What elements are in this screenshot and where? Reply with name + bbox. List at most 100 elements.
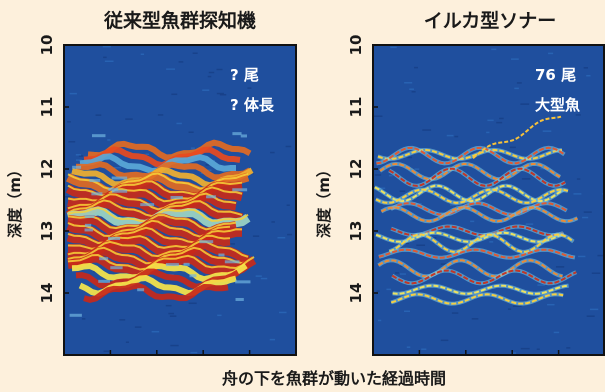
y-ticks-dolphin: 10 11 12 13 14 <box>347 35 378 303</box>
y-tick-label: 11 <box>38 97 56 118</box>
echo-highlight <box>67 226 243 244</box>
noise-speck <box>286 204 290 206</box>
noise-speck <box>591 272 601 274</box>
y-axis-label-dolphin: 深度（m） <box>315 162 333 238</box>
echo-fringe <box>111 189 128 193</box>
echo-fringe <box>235 297 244 301</box>
noise-speck <box>377 319 382 322</box>
noise-speck <box>68 141 76 143</box>
noise-speck <box>270 151 275 154</box>
noise-speck <box>255 275 262 277</box>
noise-speck <box>166 68 175 70</box>
echo-band <box>83 282 229 303</box>
y-tick-label: 13 <box>347 221 365 242</box>
echo-band <box>67 253 257 278</box>
noise-speck <box>421 348 427 350</box>
noise-speck <box>216 68 223 71</box>
noise-speck <box>470 237 476 240</box>
noise-speck <box>521 178 531 180</box>
noise-speck <box>520 103 530 105</box>
noise-speck <box>376 290 380 292</box>
noise-speck <box>510 352 517 354</box>
noise-speck <box>252 235 260 237</box>
echo-band <box>71 262 248 283</box>
noise-speck <box>104 60 114 63</box>
noise-speck <box>190 147 195 149</box>
echo-fringe <box>110 266 123 270</box>
y-tick-label: 14 <box>38 283 56 304</box>
noise-speck <box>432 237 437 239</box>
noise-speck <box>399 190 406 192</box>
noise-speck <box>582 216 589 219</box>
echo-fringe <box>108 187 119 191</box>
noise-speck <box>496 121 503 124</box>
echo-fringe <box>199 240 214 244</box>
fish-track <box>388 167 566 187</box>
noise-speck <box>277 236 286 239</box>
noise-speck <box>64 196 70 198</box>
noise-speck <box>586 74 591 77</box>
noise-speck <box>178 61 184 63</box>
fish-track <box>390 202 568 216</box>
noise-speck <box>516 82 522 84</box>
noise-speck <box>553 331 560 334</box>
x-ticks-dolphin <box>418 350 560 355</box>
noise-speck <box>507 308 512 310</box>
fish-track <box>377 259 563 278</box>
echo-fringe <box>72 165 82 169</box>
noise-speck <box>542 130 552 132</box>
y-tick-label: 10 <box>38 35 56 56</box>
y-tick-label: 11 <box>347 97 365 118</box>
noise-speck <box>491 48 497 51</box>
noise-speck <box>499 117 504 120</box>
noise-speck <box>525 223 534 225</box>
noise-speck <box>407 156 413 159</box>
noise-speck <box>247 87 252 89</box>
noise-speck <box>520 347 530 350</box>
echo-fringe <box>140 203 155 207</box>
noise-speck <box>69 92 77 95</box>
echo-fringe <box>183 262 190 266</box>
noise-speck <box>102 45 111 48</box>
fish-echo-marks-conventional <box>64 45 293 354</box>
noise-speck <box>217 314 222 317</box>
y-tick-label: 12 <box>38 159 56 180</box>
panel-dolphin: イルカ型ソナー 10 11 12 13 14 深度（m） 76 尾 大型魚 <box>315 9 605 356</box>
noise-speck <box>219 93 227 96</box>
fish-track <box>380 206 578 223</box>
noise-speck <box>573 193 582 195</box>
fish-track <box>377 148 563 160</box>
noise-speck <box>202 89 210 91</box>
noise-speck <box>537 284 545 286</box>
echo-fringe <box>84 223 92 227</box>
noise-speck <box>188 302 197 305</box>
noise-speck <box>190 351 198 354</box>
noise-speck <box>169 315 177 317</box>
echo-fringe <box>206 195 216 199</box>
noise-speck <box>216 92 224 95</box>
noise-speck <box>75 154 81 156</box>
fish-track <box>375 188 569 204</box>
noise-speck <box>509 146 516 149</box>
fish-track <box>391 269 577 285</box>
echo-fringe <box>107 236 121 240</box>
noise-speck <box>489 241 494 243</box>
fish-count-dolphin: 76 尾 <box>535 66 576 84</box>
noise-speck <box>395 272 400 274</box>
noise-speck <box>205 164 210 166</box>
x-axis-label: 舟の下を魚群が動いた経過時間 <box>222 369 446 388</box>
noise-speck <box>140 53 145 56</box>
noise-speck <box>125 118 133 120</box>
fish-track <box>390 293 564 305</box>
noise-speck <box>449 204 459 206</box>
fish-size-conventional: ? 体長 <box>230 96 275 114</box>
noise-speck <box>376 187 386 190</box>
noise-speck <box>390 46 397 49</box>
noise-speck <box>256 100 262 102</box>
echo-fringe <box>218 253 225 257</box>
noise-speck <box>514 87 519 90</box>
echo-fringe <box>224 260 240 264</box>
fish-track <box>379 162 561 181</box>
noise-speck <box>440 263 448 265</box>
